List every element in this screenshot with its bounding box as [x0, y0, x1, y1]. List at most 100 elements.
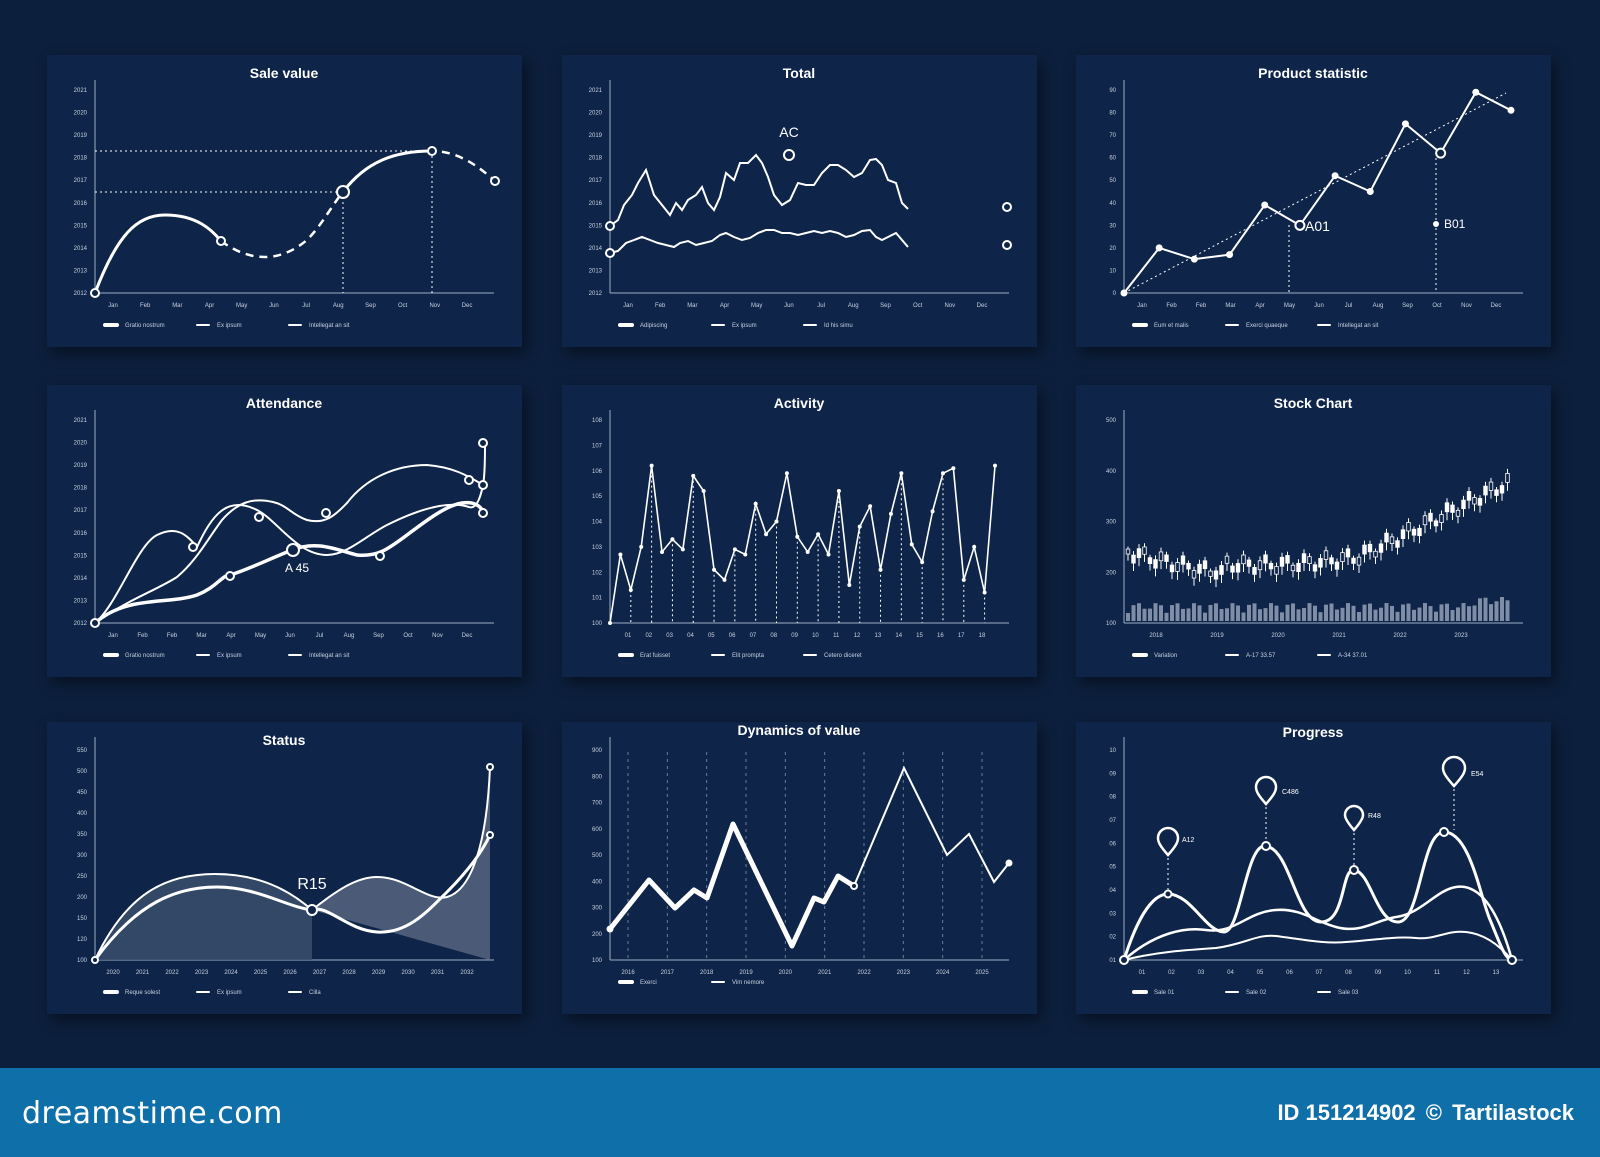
x-tick-label: Nov — [429, 303, 440, 309]
xlabels: 2018 2019 2020 2021 2022 2023 — [1149, 633, 1468, 639]
legend: Reque solest Ex ipsum Cilla — [103, 990, 321, 996]
x-tick-label: 06 — [1286, 970, 1293, 976]
x-tick-label: Jan — [108, 303, 118, 309]
volume-bar — [1390, 605, 1394, 621]
candle-body — [1461, 499, 1466, 510]
volume-bar — [1219, 609, 1224, 621]
volume-bar — [1258, 609, 1262, 621]
x-tick-label: 2018 — [700, 970, 714, 976]
volume-bar — [1126, 613, 1130, 621]
volume-bar — [1406, 603, 1411, 621]
marker-label-c486: C486 — [1282, 789, 1299, 796]
candle-body — [1433, 520, 1439, 527]
legend-label: Eum et malis — [1154, 323, 1189, 329]
volume-bar — [1153, 603, 1158, 621]
legend-label: Sale 02 — [1246, 990, 1267, 996]
x-tick-label: May — [236, 303, 247, 309]
points — [606, 859, 1013, 933]
y-tick-label: 500 — [1106, 418, 1117, 424]
chart-title: Sale value — [250, 65, 319, 81]
chart-svg: Progress 01 02 03 04 05 06 07 08 09 10 01 02 03 04 05… — [1109, 724, 1523, 996]
data-point — [743, 552, 748, 557]
volume-bar — [1142, 608, 1147, 621]
chart-panel-stock-chart: Stock Chart 100 200 300 400 500 2018 2019 2020… — [1076, 385, 1551, 677]
volume-bar — [1483, 597, 1488, 621]
x-tick-label: 2020 — [1271, 633, 1285, 639]
candle-body — [1367, 543, 1373, 553]
candle-body — [1444, 502, 1450, 513]
x-tick-label: Dec — [462, 303, 473, 309]
axes — [609, 410, 1009, 624]
annotation-label-a01: A01 — [1305, 218, 1330, 234]
candle-body — [1395, 540, 1400, 548]
y-tick-label: 101 — [592, 596, 603, 602]
y-tick-label: 2021 — [589, 88, 603, 94]
x-tick-label: Sep — [373, 633, 384, 639]
x-tick-label: Aug — [333, 303, 344, 309]
axes — [1123, 737, 1523, 961]
y-tick-label: 2020 — [74, 111, 88, 117]
site-logo[interactable]: dreamstime.com — [22, 1096, 283, 1131]
x-tick-label: 2025 — [254, 970, 268, 976]
chart-panel-dynamics-of-value: Dynamics of value 100 200 300 400 500 600 700 8… — [562, 722, 1037, 1014]
legend-label: Cetero diceret — [824, 653, 862, 659]
y-tick-label: 2012 — [589, 291, 603, 297]
volume-bar — [1324, 604, 1328, 621]
map-pin-icon — [1156, 826, 1180, 857]
footer-bar: dreamstime.com ID 151214902 © Tartilasto… — [0, 1068, 1600, 1157]
x-tick-label: 2024 — [224, 970, 238, 976]
chart-svg: Total 2012201320142015201620172018201920… — [589, 65, 1012, 329]
xlabels: 01 02 03 04 05 06 07 08 09 10 11 12 13 — [1139, 970, 1500, 976]
series-line-lower — [609, 228, 909, 254]
candle-body — [1235, 563, 1241, 573]
x-tick-label: 07 — [1316, 970, 1323, 976]
x-tick-label: Jan — [623, 303, 633, 309]
volume-bar — [1379, 607, 1383, 621]
x-tick-label: Mar — [196, 633, 206, 639]
marker-label-a12: A12 — [1182, 837, 1195, 844]
x-tick-label: 13 — [875, 633, 882, 639]
candle-body — [1455, 509, 1461, 517]
candle-body — [1268, 563, 1274, 570]
candle-body — [1417, 527, 1422, 537]
x-tick-label: Apr — [226, 633, 235, 639]
data-point — [1472, 88, 1480, 96]
legend-label: Gratio nostrum — [125, 653, 165, 659]
data-point — [836, 489, 841, 494]
chart-svg: Attendance 20122013201420152016201720182… — [74, 395, 494, 659]
y-tick-label: 108 — [592, 418, 603, 424]
volume-bar — [1263, 608, 1268, 621]
y-tick-label: 08 — [1109, 795, 1116, 801]
map-pin-icons — [1156, 755, 1467, 857]
candle-body — [1400, 529, 1406, 539]
x-tick-label: 2029 — [372, 970, 386, 976]
candle-body — [1384, 532, 1389, 543]
data-point — [784, 471, 789, 476]
volume-bar — [1291, 603, 1295, 621]
data-point — [888, 511, 893, 516]
y-tick-label: 2014 — [74, 576, 88, 582]
annotation-label: AC — [779, 124, 798, 140]
x-tick-label: Mar — [687, 303, 697, 309]
x-tick-label: 01 — [625, 633, 632, 639]
candle-body — [1136, 548, 1142, 559]
data-point — [951, 466, 956, 471]
volume-bar — [1131, 605, 1136, 621]
volume-bar — [1302, 607, 1306, 621]
y-tick-label: 2018 — [74, 156, 88, 162]
y-tick-label: 2014 — [589, 246, 603, 252]
legend-label: Adipiscing — [640, 323, 667, 329]
y-tick-label: 2019 — [74, 463, 88, 469]
series-line — [93, 213, 223, 294]
y-tick-label: 2019 — [589, 133, 603, 139]
x-tick-label: Feb — [167, 633, 178, 639]
x-tick-label: 2024 — [936, 970, 950, 976]
data-point — [712, 567, 717, 572]
data-point — [753, 501, 758, 506]
x-tick-label: 16 — [937, 633, 944, 639]
x-tick-label: 11 — [1434, 970, 1441, 976]
volume-bar — [1236, 605, 1240, 621]
x-tick-label: 02 — [1168, 970, 1175, 976]
x-tick-label: 15 — [916, 633, 923, 639]
